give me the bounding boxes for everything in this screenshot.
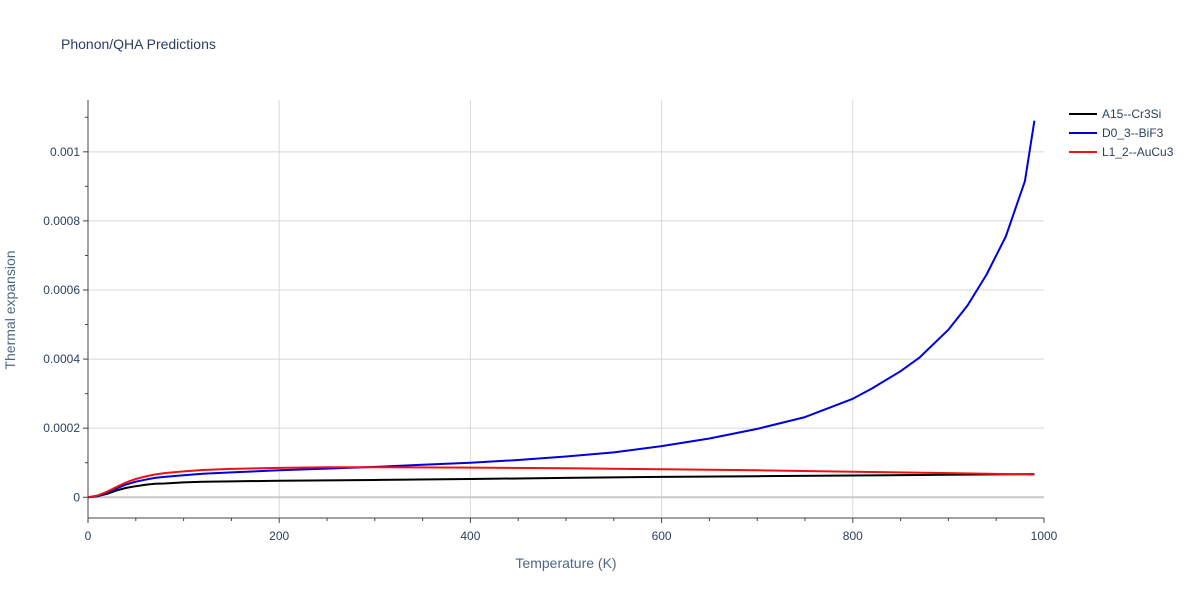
x-tick-label: 0 [85,529,92,543]
legend-label: A15--Cr3Si [1102,107,1161,121]
y-tick-label: 0.0006 [43,283,80,297]
legend-label: D0_3--BiF3 [1102,126,1164,140]
x-axis-title: Temperature (K) [515,555,616,571]
legend-item-1[interactable]: D0_3--BiF3 [1069,126,1164,140]
chart-title: Phonon/QHA Predictions [61,36,216,52]
legend[interactable]: A15--Cr3Si D0_3--BiF3 L1_2--AuCu3 [1069,107,1174,159]
x-tick-label: 600 [652,529,672,543]
y-axis-title: Thermal expansion [2,250,18,369]
legend-item-2[interactable]: L1_2--AuCu3 [1069,145,1174,159]
y-tick-label: 0.0008 [43,214,80,228]
series-line-2 [87,466,1035,499]
series-layer [87,120,1036,499]
x-tick-label: 400 [460,529,480,543]
axes-layer: 0 200 400 600 800 1000 0 0.0002 0.0004 0.0006 0.00… [43,100,1058,543]
legend-item-0[interactable]: A15--Cr3Si [1069,107,1161,121]
grid-layer [88,100,1044,518]
y-tick-label: 0.001 [50,145,80,159]
legend-label: L1_2--AuCu3 [1102,145,1174,159]
y-tick-label: 0 [73,490,80,504]
x-tick-label: 800 [843,529,863,543]
x-tick-label: 1000 [1031,529,1058,543]
y-tick-label: 0.0004 [43,352,80,366]
x-tick-label: 200 [269,529,289,543]
y-tick-label: 0.0002 [43,421,80,435]
series-line-1 [87,120,1036,499]
series-line-0 [87,473,1035,499]
